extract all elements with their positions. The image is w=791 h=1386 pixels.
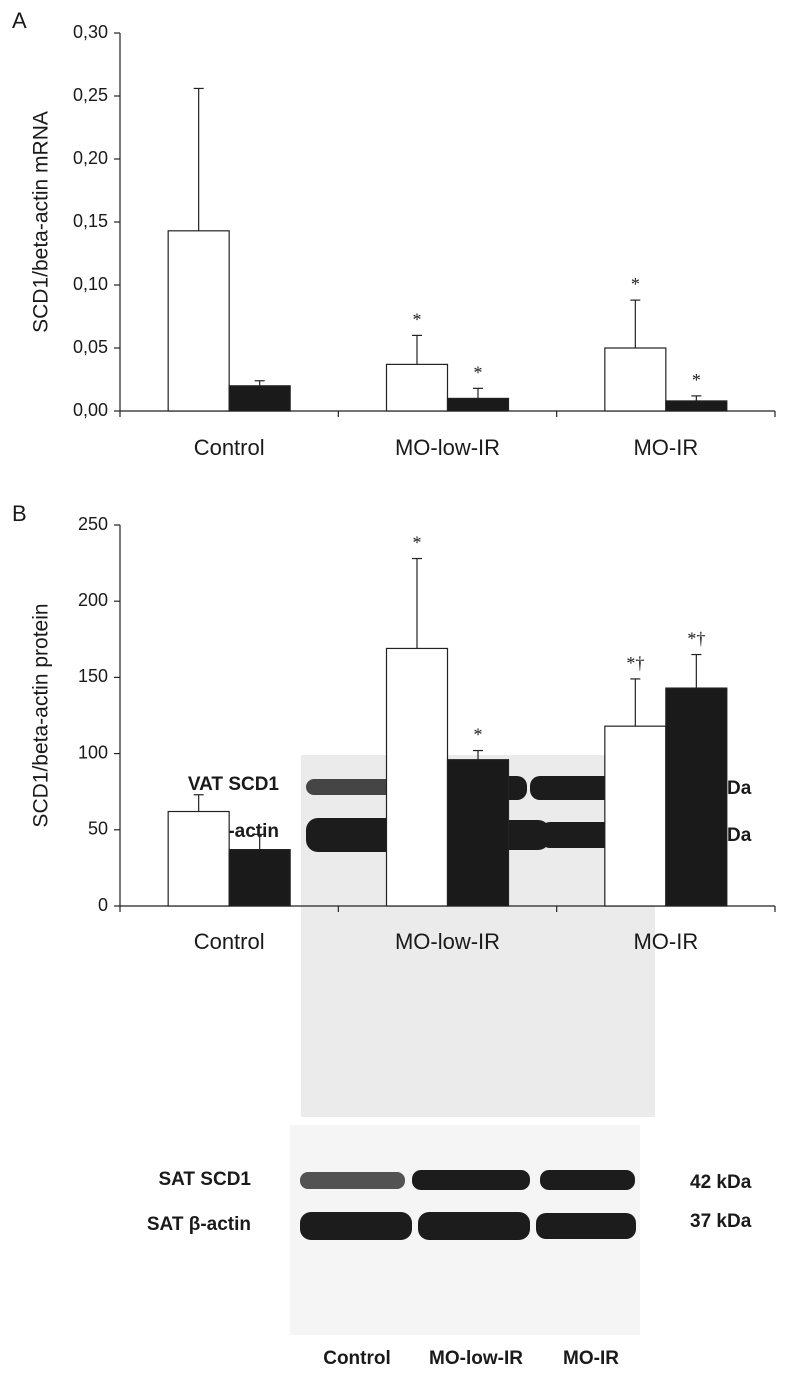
- blot-size-label: 42 kDa: [690, 1172, 752, 1193]
- blot-row-label: VAT SCD1: [188, 774, 280, 795]
- y-tick-label: 0,15: [73, 211, 108, 231]
- significance-mark: *: [631, 274, 640, 294]
- blot-row-label: SAT β-actin: [147, 1214, 251, 1235]
- y-tick-label: 100: [78, 742, 108, 762]
- x-tick-label: MO-low-IR: [395, 929, 500, 954]
- bar: [604, 347, 667, 412]
- bar: [385, 363, 449, 412]
- panel-label: A: [12, 8, 27, 33]
- significance-mark: *: [413, 310, 422, 330]
- y-axis-title: SCD1/beta-actin protein: [30, 603, 53, 827]
- significance-mark: *: [413, 533, 422, 553]
- band: [306, 779, 411, 795]
- y-tick-label: 0,05: [73, 337, 108, 357]
- y-tick-label: 0,25: [73, 85, 108, 105]
- band: [300, 1172, 405, 1189]
- y-axis-title: SCD1/beta-actin mRNA: [30, 111, 53, 333]
- y-tick-label: 0,10: [73, 274, 108, 294]
- bar: [385, 647, 449, 907]
- bar: [665, 400, 728, 412]
- bar: [604, 725, 667, 907]
- blot-size-label: 37 kDa: [690, 1211, 752, 1232]
- y-tick-label: 200: [78, 590, 108, 610]
- bar: [167, 810, 230, 907]
- y-tick-label: 0,20: [73, 148, 108, 168]
- x-tick-label: MO-low-IR: [395, 435, 500, 460]
- panel-label: B: [12, 501, 27, 526]
- bar: [167, 230, 230, 412]
- y-tick-label: 250: [78, 514, 108, 534]
- band: [418, 1212, 530, 1240]
- x-tick-label: MO-IR: [633, 929, 698, 954]
- blot-row-label: SAT SCD1: [158, 1169, 251, 1190]
- significance-mark: *†: [626, 653, 644, 673]
- bar: [665, 687, 728, 907]
- bar: [228, 385, 291, 412]
- blot-lane-label: MO-IR: [563, 1348, 619, 1369]
- blot-lane-label: Control: [323, 1348, 391, 1369]
- y-tick-label: 0,00: [73, 400, 108, 420]
- bar: [446, 759, 510, 907]
- y-tick-label: 150: [78, 666, 108, 686]
- band: [412, 1170, 530, 1190]
- x-tick-label: Control: [194, 929, 265, 954]
- significance-mark: *†: [687, 629, 705, 649]
- bar: [228, 849, 291, 907]
- bar: [446, 397, 510, 412]
- significance-mark: *: [474, 725, 483, 745]
- x-tick-label: MO-IR: [633, 435, 698, 460]
- band: [540, 1170, 635, 1190]
- significance-mark: *: [474, 362, 483, 382]
- y-tick-label: 0,30: [73, 22, 108, 42]
- band: [300, 1212, 412, 1240]
- band: [536, 1213, 636, 1239]
- x-tick-label: Control: [194, 435, 265, 460]
- y-tick-label: 0: [98, 895, 108, 915]
- significance-mark: *: [692, 370, 701, 390]
- y-tick-label: 50: [88, 819, 108, 839]
- blot-lane-label: MO-low-IR: [429, 1348, 523, 1369]
